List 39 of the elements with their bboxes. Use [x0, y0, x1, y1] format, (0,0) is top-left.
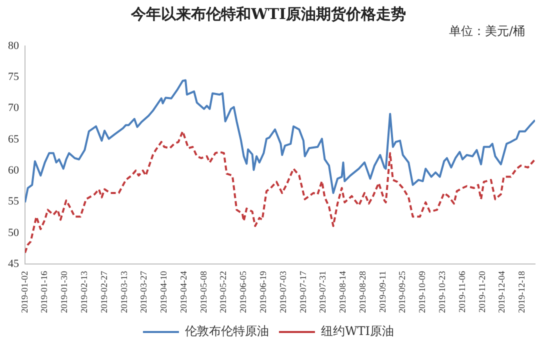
y-tick-label: 80	[8, 40, 20, 52]
legend-label: 伦敦布伦特原油	[184, 324, 269, 338]
x-tick-label: 2019-07-31	[318, 271, 328, 314]
x-tick-label: 2019-08-28	[357, 270, 368, 314]
x-tick-label: 2019-09-11	[377, 271, 388, 313]
x-tick-label: 2019-08-14	[338, 270, 348, 314]
text: 单位：美元/桶	[448, 24, 525, 38]
x-tick-label: 2019-04-24	[178, 270, 188, 314]
y-tick-label: 65	[8, 133, 20, 146]
x-tick-label: 2019-06-05	[238, 270, 248, 314]
x-tick-label: 2019-02-27	[98, 270, 109, 314]
x-tick-label: 2019-05-22	[218, 271, 228, 314]
y-tick-label: 70	[8, 102, 20, 114]
y-tick-label: 60	[8, 164, 20, 176]
x-tick-label: 2019-02-13	[79, 270, 90, 314]
x-tick-label: 2019-11-20	[476, 270, 487, 313]
x-tick-label: 2019-10-09	[417, 270, 428, 314]
y-tick-label: 75	[8, 71, 20, 84]
x-tick-label: 2019-07-17	[298, 270, 308, 314]
x-tick-label: 2019-03-27	[138, 270, 149, 314]
x-tick-label: 2019-12-18	[516, 270, 527, 314]
x-tick-label: 2019-11-06	[456, 270, 467, 313]
y-tick-label: 55	[8, 196, 20, 208]
chart-title: 今年以来布伦特和WTI原油期货价格走势	[130, 4, 406, 23]
x-tick-label: 2019-10-23	[437, 270, 448, 314]
y-tick-label: 45	[8, 258, 20, 270]
x-tick-label: 2019-09-25	[397, 270, 408, 314]
x-tick-label: 2019-03-13	[118, 270, 129, 314]
x-tick-label: 2019-06-19	[258, 270, 268, 314]
x-tick-label: 2019-05-08	[198, 270, 208, 314]
x-tick-label: 2019-04-10	[158, 270, 169, 314]
x-tick-label: 2019-01-16	[39, 270, 50, 314]
x-tick-label: 2019-01-02	[19, 271, 30, 314]
legend-label: 纽约WTI原油	[320, 324, 394, 338]
x-tick-label: 2019-07-03	[278, 270, 288, 314]
y-tick-label: 50	[8, 226, 20, 239]
x-tick-label: 2019-12-04	[496, 270, 507, 314]
x-tick-label: 2019-01-30	[59, 270, 70, 314]
line-series	[25, 130, 535, 254]
